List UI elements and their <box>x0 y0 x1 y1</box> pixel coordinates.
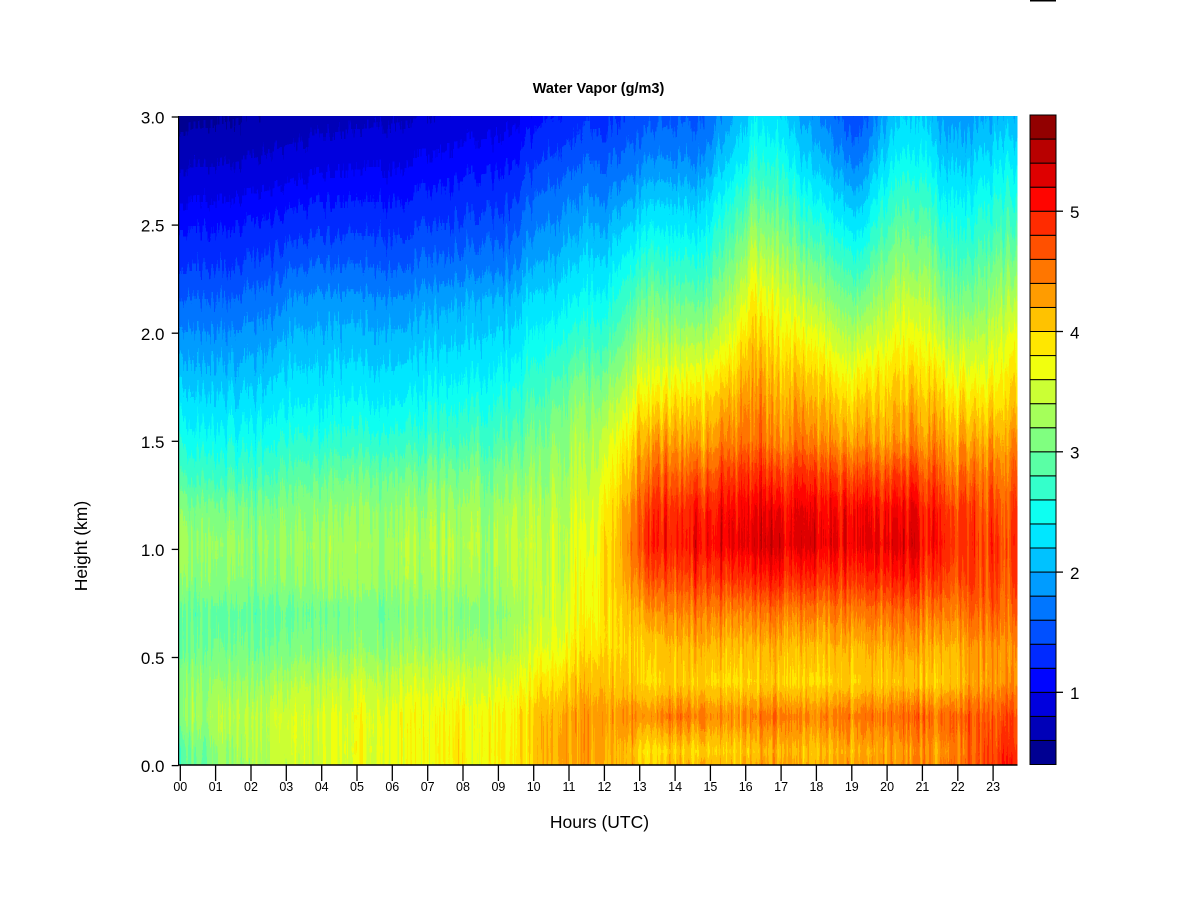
svg-text:Water Vapor (g/m3): Water Vapor (g/m3) <box>533 81 665 97</box>
svg-text:04: 04 <box>315 780 329 794</box>
svg-text:1: 1 <box>1070 684 1079 703</box>
svg-text:06: 06 <box>385 780 399 794</box>
svg-text:2: 2 <box>1070 564 1079 583</box>
svg-text:20: 20 <box>880 780 894 794</box>
svg-text:08: 08 <box>456 780 470 794</box>
svg-text:Height (km): Height (km) <box>71 501 91 591</box>
svg-text:18: 18 <box>809 780 823 794</box>
svg-text:0.5: 0.5 <box>141 649 165 668</box>
svg-text:0.0: 0.0 <box>141 757 165 776</box>
svg-text:2.5: 2.5 <box>141 217 165 236</box>
svg-text:05: 05 <box>350 780 364 794</box>
svg-text:3.0: 3.0 <box>141 109 165 128</box>
svg-text:21: 21 <box>915 780 929 794</box>
svg-text:02: 02 <box>244 780 258 794</box>
svg-text:14: 14 <box>668 780 682 794</box>
svg-text:1.0: 1.0 <box>141 541 165 560</box>
svg-text:00: 00 <box>173 780 187 794</box>
svg-text:16: 16 <box>739 780 753 794</box>
svg-text:1.5: 1.5 <box>141 433 165 452</box>
svg-text:07: 07 <box>421 780 435 794</box>
svg-text:10: 10 <box>527 780 541 794</box>
svg-text:12: 12 <box>597 780 611 794</box>
svg-text:03: 03 <box>279 780 293 794</box>
svg-text:01: 01 <box>209 780 223 794</box>
svg-text:Hours (UTC): Hours (UTC) <box>550 812 649 832</box>
svg-text:3: 3 <box>1070 444 1079 463</box>
svg-text:23: 23 <box>986 780 1000 794</box>
svg-text:4: 4 <box>1070 323 1079 342</box>
svg-text:11: 11 <box>563 780 576 794</box>
svg-text:09: 09 <box>491 780 505 794</box>
svg-text:13: 13 <box>633 780 647 794</box>
svg-text:22: 22 <box>951 780 965 794</box>
svg-text:5: 5 <box>1070 203 1079 222</box>
svg-text:17: 17 <box>774 780 788 794</box>
svg-text:2.0: 2.0 <box>141 325 165 344</box>
svg-text:15: 15 <box>703 780 717 794</box>
svg-text:19: 19 <box>845 780 859 794</box>
